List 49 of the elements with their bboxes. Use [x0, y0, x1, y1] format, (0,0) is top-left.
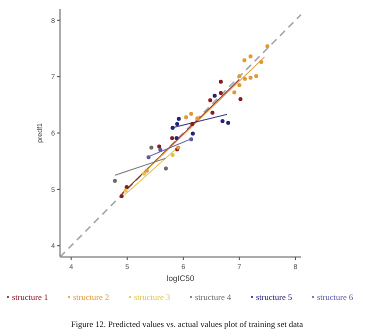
point: [254, 74, 258, 78]
point: [226, 120, 230, 125]
point: [189, 137, 194, 142]
caption: Figure 12. Predicted values vs. actual values plot of training set data: [70, 319, 304, 329]
point: [212, 94, 217, 98]
text: structure 2: [73, 292, 110, 302]
point: [195, 116, 200, 120]
point: [190, 122, 194, 126]
point: [112, 178, 117, 183]
point: [176, 116, 181, 121]
point: [164, 166, 168, 171]
point: [189, 112, 194, 116]
point: [248, 54, 253, 58]
point: [170, 152, 175, 157]
point: [208, 98, 212, 102]
point: [170, 136, 174, 140]
point: [218, 90, 223, 95]
point: [170, 126, 175, 130]
x-axis-title: logIC50: [166, 274, 195, 283]
text: structure 5: [256, 292, 292, 302]
text: structure 1: [12, 292, 48, 302]
point: [124, 185, 129, 190]
text: structure 3: [134, 292, 170, 302]
point: [146, 155, 151, 160]
point: [190, 132, 195, 136]
point: [242, 58, 246, 62]
point: [238, 97, 242, 102]
point: [149, 146, 154, 150]
point: [218, 80, 223, 84]
text: structure 6: [317, 292, 354, 302]
point: [210, 110, 214, 115]
point: [142, 172, 146, 176]
point: [248, 76, 253, 80]
point: [175, 122, 180, 126]
point: [157, 144, 162, 149]
point: [220, 119, 225, 124]
point: [265, 44, 270, 48]
point: [174, 136, 179, 140]
point: [232, 90, 236, 94]
point: [259, 60, 264, 64]
point: [237, 74, 242, 78]
point: [242, 76, 247, 81]
point: [158, 148, 162, 152]
point: [124, 188, 128, 192]
text: structure 4: [195, 292, 232, 302]
point: [237, 83, 242, 88]
point: [144, 168, 149, 173]
point: [184, 115, 188, 120]
point: [120, 194, 124, 198]
